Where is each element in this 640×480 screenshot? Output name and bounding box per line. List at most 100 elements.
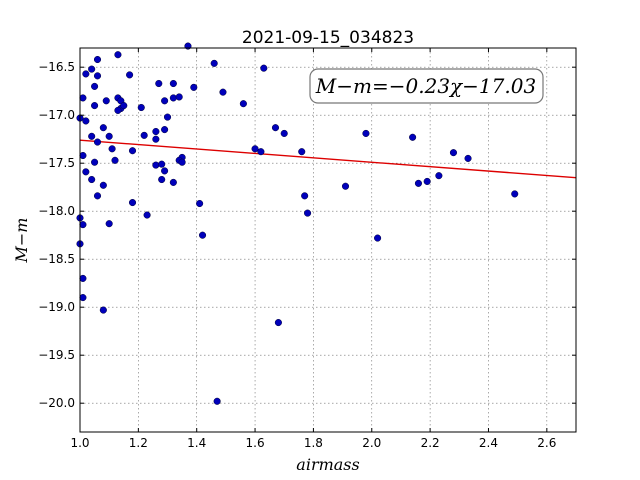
x-tick-label: 2.6	[537, 436, 556, 450]
data-point	[79, 94, 87, 102]
axis-ticks: 1.0 1.2 1.4 1.6 1.8 2.0 2.2 2.4 2.6 −16.5 −17.0 −17…	[38, 48, 576, 450]
data-point	[140, 131, 148, 139]
data-point	[304, 209, 312, 217]
y-tick-label: −17.0	[38, 108, 75, 122]
data-point	[423, 177, 431, 185]
y-tick-label: −19.0	[38, 300, 75, 314]
data-point	[82, 168, 90, 176]
data-point	[280, 129, 288, 137]
data-point	[120, 102, 128, 110]
data-point	[362, 129, 370, 137]
data-point	[88, 132, 96, 140]
y-axis-label: M−m	[12, 218, 31, 264]
chart-title: 2021-09-15_034823	[242, 28, 414, 48]
data-point	[158, 175, 166, 184]
data-point	[163, 113, 172, 121]
data-point	[341, 182, 350, 190]
x-tick-label: 1.0	[70, 436, 89, 450]
data-point	[301, 192, 309, 200]
data-point	[128, 147, 137, 155]
data-point	[93, 72, 102, 80]
plot-frame	[79, 47, 577, 433]
data-point	[91, 82, 99, 90]
data-point	[414, 179, 422, 187]
y-tick-label: −18.5	[38, 252, 75, 266]
data-point	[219, 88, 227, 96]
data-point	[105, 132, 113, 140]
x-tick-label: 1.6	[246, 436, 265, 450]
data-point	[178, 158, 186, 166]
annotation-box	[309, 68, 544, 104]
data-point	[88, 175, 96, 184]
x-tick-label: 1.4	[187, 436, 206, 450]
data-point	[99, 181, 107, 189]
data-point	[111, 156, 119, 164]
data-point	[257, 148, 265, 156]
x-tick-label: 2.0	[362, 436, 381, 450]
x-tick-label: 2.4	[479, 436, 498, 450]
data-point	[102, 97, 110, 105]
fit-annotation: M−m=−0.23χ−17.03	[309, 68, 544, 104]
data-point	[190, 83, 198, 91]
y-tick-label: −19.5	[38, 348, 75, 362]
data-point	[161, 126, 169, 134]
data-point	[79, 151, 87, 160]
data-point	[114, 51, 122, 59]
data-point	[79, 294, 87, 302]
x-tick-label: 1.2	[129, 436, 148, 450]
data-point	[93, 138, 102, 146]
data-point	[105, 220, 113, 228]
data-point	[152, 127, 160, 136]
data-point	[137, 103, 145, 112]
y-tick-label: −20.0	[38, 396, 75, 410]
data-points	[76, 42, 519, 405]
data-point	[99, 306, 107, 314]
data-point	[198, 231, 207, 239]
data-point	[449, 149, 458, 157]
data-point	[128, 199, 137, 207]
annotation-text: M−m=−0.23χ−17.03	[315, 74, 536, 98]
data-point	[239, 100, 247, 108]
data-point	[152, 135, 160, 143]
data-point	[274, 319, 282, 327]
x-tick-label: 2.2	[421, 436, 440, 450]
data-point	[374, 234, 382, 242]
data-point	[511, 190, 519, 198]
data-point	[91, 158, 99, 166]
data-point	[79, 274, 87, 282]
y-tick-label: −18.0	[38, 204, 75, 218]
data-point	[158, 160, 166, 168]
data-point	[435, 172, 443, 180]
data-point	[108, 145, 116, 153]
data-point	[464, 154, 472, 162]
data-point	[196, 199, 204, 208]
data-point	[169, 79, 177, 88]
grid	[79, 48, 576, 432]
data-point	[213, 397, 221, 405]
data-point	[114, 106, 122, 114]
data-point	[99, 124, 107, 132]
data-point	[82, 70, 90, 78]
data-point	[79, 221, 87, 229]
data-point	[93, 192, 102, 200]
data-point	[126, 71, 134, 79]
data-point	[91, 102, 99, 110]
data-point	[298, 148, 306, 156]
fit-line-group	[79, 139, 577, 179]
y-tick-label: −17.5	[38, 156, 75, 170]
data-point	[175, 93, 183, 101]
data-point	[155, 79, 163, 88]
y-tick-label: −16.5	[38, 60, 75, 74]
data-point	[251, 145, 259, 153]
data-point	[210, 59, 218, 67]
data-point	[82, 117, 90, 125]
data-point	[93, 55, 102, 64]
data-point	[161, 97, 169, 105]
data-point	[409, 133, 417, 141]
x-axis-label: airmass	[296, 455, 359, 474]
fit-line	[79, 139, 577, 179]
data-point	[152, 161, 160, 169]
data-point	[143, 211, 151, 219]
x-tick-label: 1.8	[304, 436, 323, 450]
